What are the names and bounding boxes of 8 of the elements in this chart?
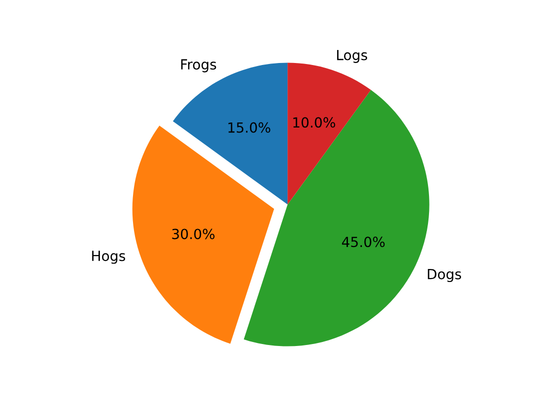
data-label: 15.0% [228,122,270,133]
slice-label: Hogs [92,250,126,264]
data-label: 30.0% [172,228,215,240]
data-label: 45.0% [342,236,385,248]
data-label: 10.0% [293,117,336,128]
slice-label: Dogs [428,269,462,282]
slice-label: Frogs [181,59,216,72]
slice-label: Logs [337,50,368,63]
